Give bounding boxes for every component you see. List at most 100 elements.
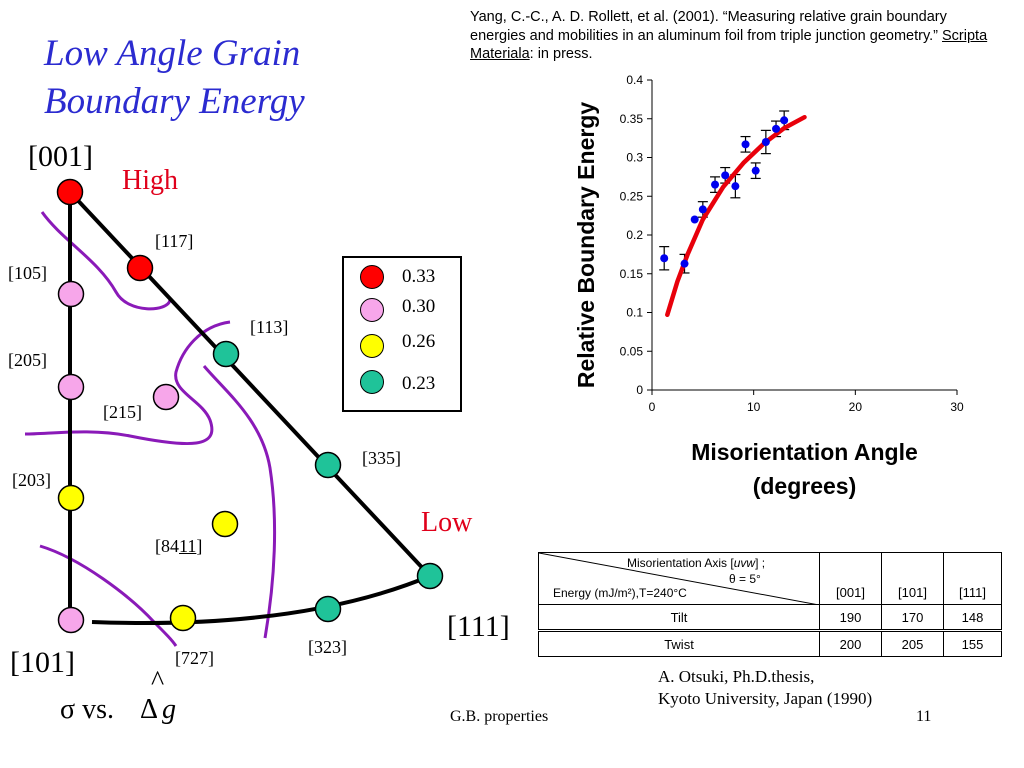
label-727: [727] bbox=[175, 648, 214, 668]
node-105 bbox=[57, 280, 85, 308]
page-number: 11 bbox=[916, 708, 932, 725]
node-205 bbox=[57, 373, 85, 401]
low-label: Low bbox=[421, 507, 473, 538]
theta-header: θ = 5° bbox=[729, 572, 761, 586]
row-label-twist: Twist bbox=[538, 630, 820, 657]
label-84-11-prefix: [84 bbox=[155, 536, 179, 556]
y-tick-label: 0.15 bbox=[620, 267, 644, 281]
table-cell: 205 bbox=[881, 630, 944, 657]
node-203 bbox=[57, 484, 85, 512]
data-point bbox=[721, 171, 730, 180]
label-117: [117] bbox=[155, 231, 194, 251]
legend-value-0-23: 0.23 bbox=[402, 373, 436, 394]
hat-symbol: ^ bbox=[151, 666, 165, 697]
triangle-edges bbox=[68, 190, 432, 625]
corner-label-001: [001] bbox=[28, 140, 93, 173]
fit-curve bbox=[665, 114, 807, 318]
legend-value-0-33: 0.33 bbox=[402, 266, 436, 287]
corner-label-111: [111] bbox=[447, 610, 510, 643]
source-note: A. Otsuki, Ph.D.thesis, Kyoto University… bbox=[658, 666, 872, 710]
label-84-11: [8411] bbox=[155, 536, 202, 557]
data-point bbox=[690, 215, 699, 224]
data-point bbox=[711, 180, 720, 189]
node-117 bbox=[126, 254, 154, 282]
slide-title: Low Angle Grain Boundary Energy bbox=[44, 30, 305, 126]
legend-value-0-30: 0.30 bbox=[402, 296, 436, 317]
node-323 bbox=[314, 595, 342, 623]
source-line-2: Kyoto University, Japan (1990) bbox=[658, 689, 873, 708]
y-tick-label: 0.25 bbox=[620, 189, 644, 203]
label-323: [323] bbox=[308, 637, 347, 657]
label-84-11-suffix: ] bbox=[196, 536, 203, 556]
table-header-row: Misorientation Axis [uvw] ; θ = 5° Energ… bbox=[538, 552, 1002, 605]
table-cell: 200 bbox=[819, 630, 882, 657]
node-215 bbox=[152, 383, 180, 411]
y-tick-label: 0 bbox=[636, 383, 643, 397]
node-113 bbox=[212, 340, 240, 368]
axis-header-end: ] ; bbox=[755, 556, 766, 570]
node-335 bbox=[314, 451, 342, 479]
citation: Yang, C.-C., A. D. Rollett, et al. (2001… bbox=[470, 8, 990, 64]
citation-text: Yang, C.-C., A. D. Rollett, et al. (2001… bbox=[470, 9, 947, 44]
x-tick-label: 10 bbox=[747, 400, 761, 414]
label-335: [335] bbox=[362, 448, 401, 468]
table-header-corner: Misorientation Axis [uvw] ; θ = 5° Energ… bbox=[538, 552, 820, 605]
source-line-1: A. Otsuki, Ph.D.thesis, bbox=[658, 667, 815, 686]
table-row: Tilt 190 170 148 bbox=[538, 604, 1002, 631]
data-point bbox=[761, 138, 770, 146]
legend-box: 0.33 0.30 0.26 0.23 bbox=[342, 256, 462, 412]
diagonal-line bbox=[539, 553, 819, 605]
node-101 bbox=[57, 606, 85, 634]
column-header-111: [111] bbox=[943, 552, 1002, 605]
y-tick-label: 0.2 bbox=[626, 228, 643, 242]
energy-header: Energy (mJ/m²),T=240°C bbox=[553, 586, 687, 600]
node-001 bbox=[56, 178, 84, 206]
x-axis-label-line-2: (degrees) bbox=[753, 473, 857, 499]
node-84-11 bbox=[211, 510, 239, 538]
y-tick-label: 0.35 bbox=[620, 112, 644, 126]
label-205: [205] bbox=[8, 350, 47, 370]
g-symbol: g bbox=[162, 694, 176, 725]
contour-line bbox=[202, 365, 277, 639]
high-label: High bbox=[122, 165, 178, 196]
label-113: [113] bbox=[250, 317, 289, 337]
y-tick-label: 0.4 bbox=[626, 73, 643, 87]
sigma-formula: σ vs. bbox=[60, 694, 114, 725]
axis-header-uvw: uvw bbox=[733, 556, 756, 570]
title-line-2: Boundary Energy bbox=[44, 81, 305, 122]
data-point bbox=[772, 124, 781, 133]
node-727 bbox=[169, 604, 197, 632]
axis-header-text: Misorientation Axis [ bbox=[627, 556, 734, 570]
node-111 bbox=[416, 562, 444, 590]
stereographic-triangle bbox=[24, 178, 444, 647]
table-cell: 155 bbox=[943, 630, 1002, 657]
data-point bbox=[660, 254, 669, 263]
corner-label-101: [101] bbox=[10, 646, 75, 679]
column-header-101: [101] bbox=[881, 552, 944, 605]
table-cell: 148 bbox=[943, 604, 1002, 631]
table-cell: 170 bbox=[881, 604, 944, 631]
legend-value-0-26: 0.26 bbox=[402, 331, 436, 352]
label-215: [215] bbox=[103, 402, 142, 422]
table-cell: 190 bbox=[819, 604, 882, 631]
y-axis-label: Relative Boundary Energy bbox=[573, 102, 599, 389]
contour-line bbox=[40, 211, 172, 311]
legend-swatch-0-30 bbox=[360, 298, 384, 322]
delta-symbol: Δ bbox=[140, 694, 159, 725]
title-line-1: Low Angle Grain bbox=[44, 33, 301, 74]
label-105: [105] bbox=[8, 263, 47, 283]
edge-101-111 bbox=[91, 574, 431, 625]
x-tick-label: 20 bbox=[849, 400, 863, 414]
data-point bbox=[680, 259, 689, 268]
label-84-11-underlined: 11 bbox=[179, 536, 197, 556]
edge-001-111 bbox=[68, 190, 432, 578]
legend-swatch-0-33 bbox=[360, 265, 384, 289]
data-point bbox=[731, 182, 740, 191]
data-point bbox=[741, 140, 750, 149]
legend-swatch-0-23 bbox=[360, 370, 384, 394]
energy-chart: 0 0.05 0.1 0.15 0.2 0.25 0.3 0.35 0.4 0 10 20 30 Miso… bbox=[573, 73, 964, 499]
contour-line bbox=[24, 320, 231, 446]
orientation-nodes bbox=[56, 178, 444, 634]
x-axis-label-line-1: Misorientation Angle bbox=[691, 439, 918, 465]
legend-swatch-0-26 bbox=[360, 334, 384, 358]
